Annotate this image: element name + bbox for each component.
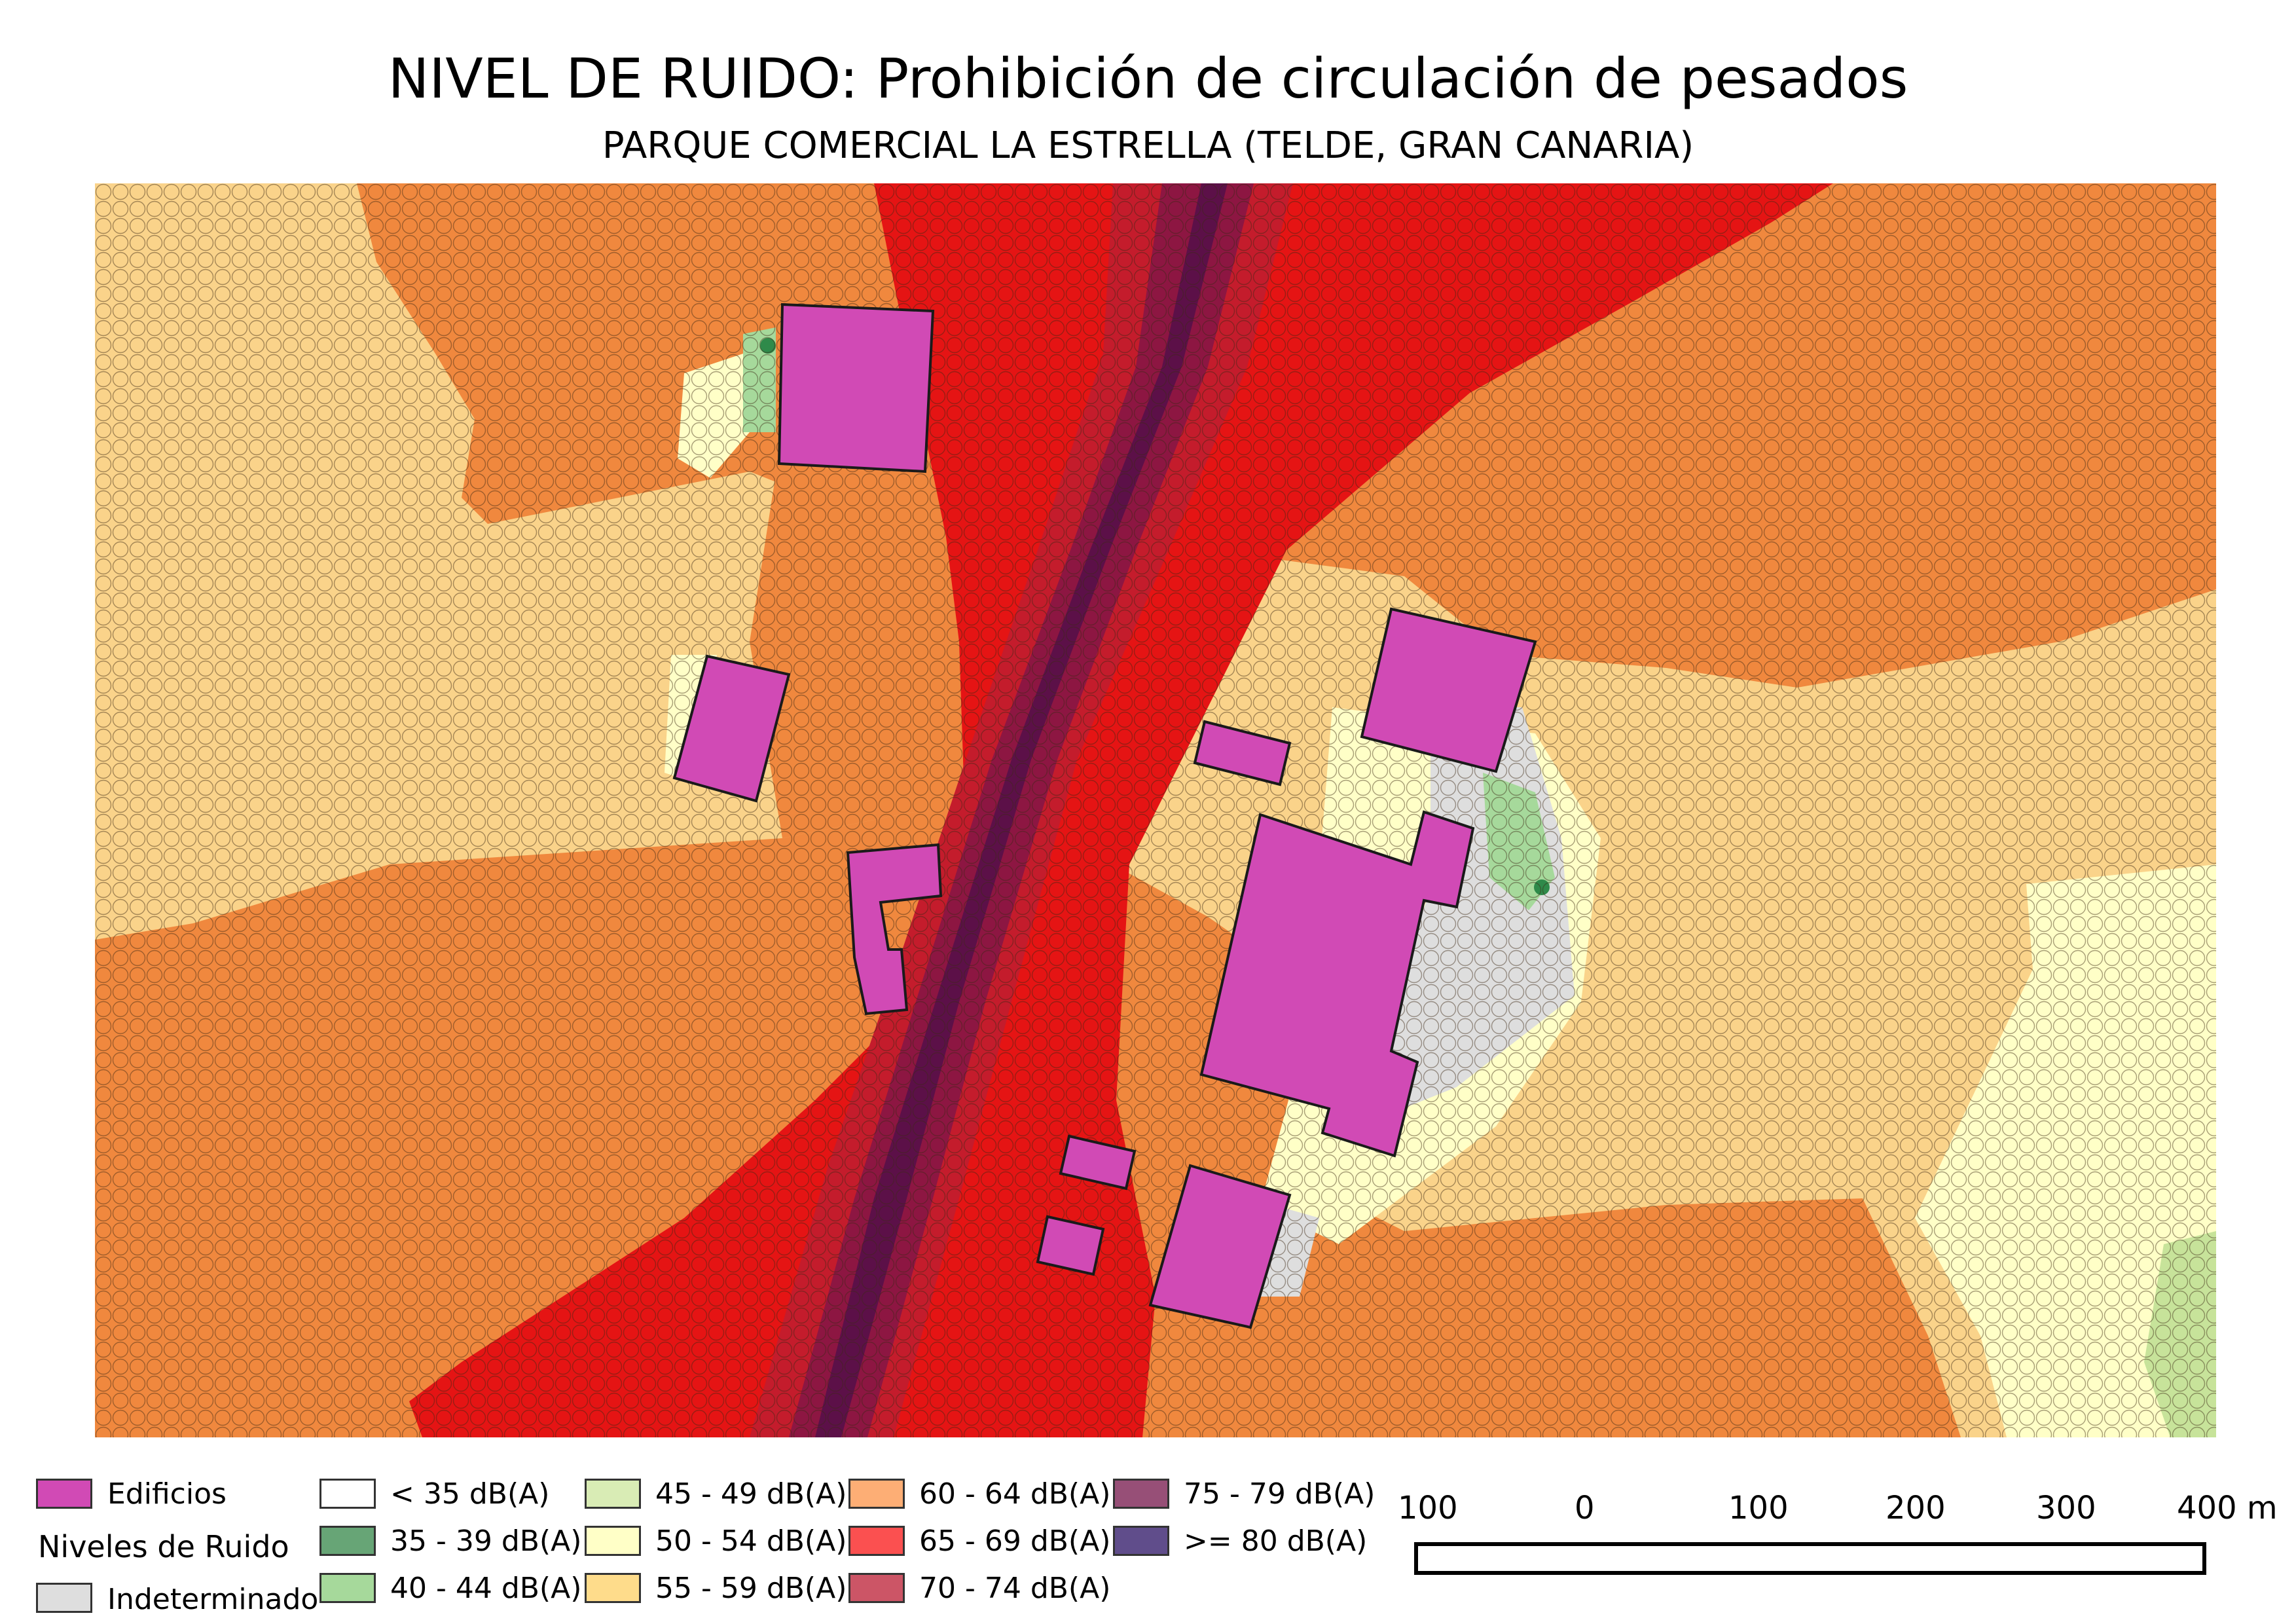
legend-label: 70 - 74 dB(A) bbox=[919, 1572, 1111, 1605]
building-1 bbox=[777, 303, 935, 473]
legend-label: 35 - 39 dB(A) bbox=[390, 1524, 582, 1558]
scale-bar-label: 300 bbox=[2036, 1490, 2096, 1526]
legend-label: 40 - 44 dB(A) bbox=[390, 1572, 582, 1605]
scale-bar-label: 200 bbox=[1886, 1490, 1946, 1526]
building-3 bbox=[1193, 720, 1292, 786]
legend-label: 50 - 54 dB(A) bbox=[655, 1524, 847, 1558]
map-title: NIVEL DE RUIDO: Prohibición de circulaci… bbox=[388, 46, 1908, 111]
buildings bbox=[672, 303, 1537, 1329]
legend-swatch-edificios bbox=[36, 1479, 92, 1509]
legend-swatch bbox=[848, 1479, 905, 1509]
legend-swatch bbox=[319, 1479, 376, 1509]
legend-label: 75 - 79 dB(A) bbox=[1184, 1477, 1376, 1511]
legend-swatch bbox=[848, 1573, 905, 1603]
sampling-grid bbox=[95, 183, 2216, 1437]
legend-swatch bbox=[1113, 1479, 1169, 1509]
scale-bar-label: 100 bbox=[1728, 1490, 1789, 1526]
building-2 bbox=[672, 654, 791, 803]
legend-label: 65 - 69 dB(A) bbox=[919, 1524, 1111, 1558]
legend-swatch bbox=[848, 1526, 905, 1556]
scale-bar-segment bbox=[1505, 1550, 1568, 1567]
legend-swatch bbox=[585, 1573, 641, 1603]
legend-label: 45 - 49 dB(A) bbox=[655, 1477, 847, 1511]
building-5 bbox=[846, 843, 943, 1016]
legend-label: 55 - 59 dB(A) bbox=[655, 1572, 847, 1605]
legend-swatch bbox=[319, 1573, 376, 1603]
scale-bar-label: 400 m bbox=[2177, 1490, 2278, 1526]
legend-swatch bbox=[319, 1526, 376, 1556]
legend-label: < 35 dB(A) bbox=[390, 1477, 550, 1511]
legend-swatch-indeterminado bbox=[36, 1583, 92, 1613]
legend-swatch bbox=[585, 1479, 641, 1509]
scale-bar-segment bbox=[1737, 1550, 1889, 1567]
legend-label: >= 80 dB(A) bbox=[1184, 1524, 1368, 1558]
scale-bar bbox=[1414, 1542, 2206, 1575]
noise-map bbox=[95, 183, 2216, 1437]
legend-label-edificios: Edificios bbox=[107, 1477, 227, 1511]
legend-label-indeterminado: Indeterminado bbox=[107, 1583, 319, 1616]
legend-label: 60 - 64 dB(A) bbox=[919, 1477, 1111, 1511]
legend-heading-niveles: Niveles de Ruido bbox=[38, 1529, 289, 1564]
building-7 bbox=[1059, 1134, 1137, 1190]
map-subtitle: PARQUE COMERCIAL LA ESTRELLA (TELDE, GRA… bbox=[602, 124, 1694, 167]
legend-swatch bbox=[1113, 1526, 1169, 1556]
scale-bar-segment bbox=[2047, 1550, 2198, 1567]
building-8 bbox=[1036, 1215, 1105, 1276]
building-6 bbox=[1199, 810, 1475, 1158]
legend-swatch bbox=[585, 1526, 641, 1556]
building-9 bbox=[1148, 1164, 1292, 1329]
building-4 bbox=[1360, 607, 1537, 773]
scale-bar-label: 0 bbox=[1575, 1490, 1595, 1526]
scale-bar-label: 100 bbox=[1398, 1490, 1458, 1526]
